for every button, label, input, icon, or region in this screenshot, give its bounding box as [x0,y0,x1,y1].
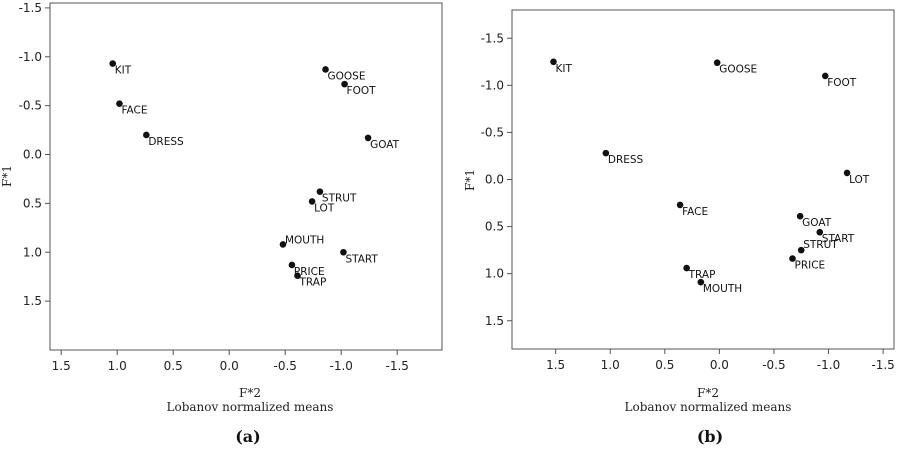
point-label-strut-b: STRUT [803,239,838,251]
point-face-b [676,201,684,209]
point-label-trap-b: TRAP [688,269,716,281]
point-label-foot-b: FOOT [827,77,857,89]
point-start-a [340,248,347,256]
x-tick-label-b-6: -1.5 [871,358,894,372]
y-axis-label-a: F*1 [0,165,14,187]
y-tick-label-a-3: 0.0 [23,148,42,162]
point-label-dress-b: DRESS [608,154,644,166]
point-label-goat-b: GOAT [802,217,832,229]
y-axis-a: -1.5 -1.0 -0.5 0.0 0.5 1.0 1.5 [19,1,50,308]
point-label-lot-a: LOT [314,202,335,214]
x-tick-label-b-3: 0.0 [710,358,729,372]
panel-caption-b: (b) [697,427,723,446]
y-tick-label-b-6: 1.5 [485,314,504,328]
point-price-a [288,261,296,269]
point-label-goat-a: GOAT [370,139,400,151]
point-face-a [116,100,123,107]
y-tick-label-a-6: 1.5 [23,294,42,308]
y-axis-label-b: F*1 [463,169,477,191]
point-trap-b [683,264,690,272]
point-label-goose-a: GOOSE [328,70,366,82]
x-tick-label-b-2: 0.5 [655,358,674,372]
plot-frame-a [49,2,443,351]
point-strut-a [316,188,324,195]
point-mouth-a [279,241,287,248]
point-label-price-b: PRICE [794,260,825,272]
point-label-start-b: START [822,233,855,245]
point-label-goose-b: GOOSE [719,64,757,76]
point-goose-b [713,59,721,67]
point-trap-a [294,272,301,280]
point-label-strut-a: STRUT [322,193,357,205]
x-tick-label-a-5: -1.0 [329,359,352,373]
x-tick-label-b-1: 1.0 [601,358,620,372]
point-label-face-a: FACE [121,105,147,117]
y-tick-label-a-4: 0.5 [23,196,42,210]
point-kit-b [550,58,557,66]
point-dress-a [143,131,150,139]
y-tick-label-b-3: 0.0 [485,173,504,187]
point-label-mouth-b: MOUTH [703,283,742,295]
x-tick-label-a-0: 1.5 [52,359,71,373]
x-axis-b: 1.5 1.0 0.5 0.0 -0.5 -1.0 -1.5 [546,349,895,372]
y-tick-label-b-5: 1.0 [485,267,504,281]
y-tick-label-a-0: -1.5 [19,1,42,15]
point-start-b [816,228,824,236]
point-foot-b [821,72,829,80]
y-axis-b: -1.5 -1.0 -0.5 0.0 0.5 1.0 1.5 [481,31,512,328]
point-label-face-b: FACE [682,206,708,218]
x-tick-label-b-0: 1.5 [546,358,565,372]
x-tick-label-a-4: -0.5 [273,359,296,373]
panel-caption-a: (a) [235,427,261,446]
x-tick-label-b-5: -1.0 [817,358,840,372]
point-kit-a [109,60,117,67]
y-tick-label-b-0: -1.5 [481,31,504,45]
point-goose-a [322,66,329,73]
point-price-b [789,255,796,262]
point-label-foot-a: FOOT [347,85,377,97]
y-tick-label-b-4: 0.5 [485,220,504,234]
point-mouth-b [697,278,705,286]
x-tick-label-a-1: 1.0 [108,359,127,373]
panel-a: -1.5 -1.0 -0.5 0.0 0.5 1.0 1.5 1.5 1.0 0.5 0.0 -0.… [0,1,443,446]
y-tick-label-a-1: -1.0 [19,50,42,64]
point-label-start-a: START [345,253,378,265]
point-goat-b [796,212,804,220]
y-tick-label-a-5: 1.0 [23,245,42,259]
y-tick-label-a-2: -0.5 [19,99,42,113]
point-label-lot-b: LOT [849,174,870,186]
x-tick-label-b-4: -0.5 [762,358,785,372]
x-tick-label-a-3: 0.0 [220,359,239,373]
point-label-mouth-a: MOUTH [285,234,324,246]
x-axis-a: 1.5 1.0 0.5 0.0 -0.5 -1.0 -1.5 [52,350,409,373]
x-tick-label-a-6: -1.5 [385,359,408,373]
x-axis-label-b: F*2 [697,386,719,400]
point-strut-b [797,246,805,254]
x-axis-sublabel-a: Lobanov normalized means [167,400,334,414]
point-dress-b [602,149,610,157]
point-lot-a [308,198,316,205]
point-label-price-a: PRICE [294,266,325,278]
x-tick-label-a-2: 0.5 [164,359,183,373]
point-lot-b [843,169,851,177]
point-label-kit-b: KIT [555,63,572,75]
y-tick-label-b-1: -1.0 [481,78,504,92]
x-axis-sublabel-b: Lobanov normalized means [625,400,792,414]
plot-frame-b [511,9,895,350]
point-label-trap-a: TRAP [299,277,327,289]
y-tick-label-b-2: -0.5 [481,125,504,139]
point-label-dress-a: DRESS [148,136,184,148]
panel-b: -1.5 -1.0 -0.5 0.0 0.5 1.0 1.5 1.5 1.0 0.5 0.0 -0.… [463,9,895,446]
point-goat-a [364,134,372,142]
point-label-kit-a: KIT [115,65,132,77]
x-axis-label-a: F*2 [239,386,261,400]
point-foot-a [341,80,348,88]
